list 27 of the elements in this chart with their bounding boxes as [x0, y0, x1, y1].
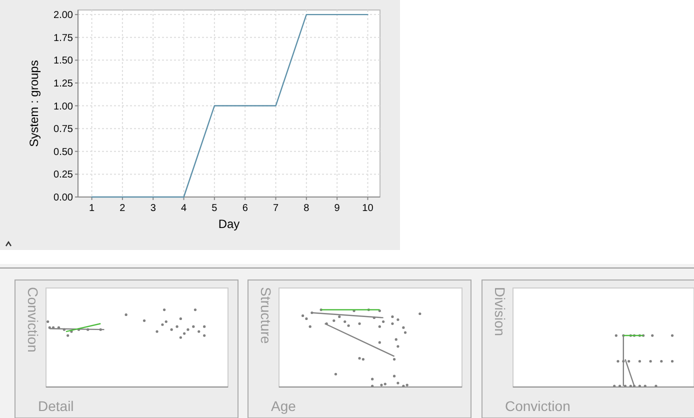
y-axis-title: System : groups	[27, 60, 41, 147]
x-axis-title: Day	[218, 217, 240, 231]
y-tick-label: 0.25	[54, 170, 74, 181]
x-tick-label: 5	[212, 203, 218, 214]
x-tick-label: 8	[304, 203, 310, 214]
y-tick-label: 1.00	[54, 101, 74, 112]
text: Conviction	[25, 287, 41, 352]
text: Detail	[38, 398, 74, 414]
text: Age	[271, 398, 296, 414]
y-tick-label: 0.50	[54, 146, 74, 158]
x-tick-label: 3	[150, 203, 156, 214]
text: Conviction	[505, 398, 570, 414]
y-tick-label: 2.00	[54, 10, 74, 22]
y-tick-label: 1.25	[54, 78, 74, 90]
x-tick-label: 4	[180, 203, 187, 214]
y-tick-label: 1.50	[54, 56, 74, 67]
x-tick-label: 7	[272, 203, 279, 214]
x-tick-label: 9	[334, 203, 340, 214]
text: Division	[492, 287, 508, 336]
y-tick-label: 0.75	[54, 124, 74, 136]
x-tick-label: 10	[362, 203, 374, 214]
y-tick-label: 1.75	[54, 32, 74, 44]
text: Structure	[258, 287, 274, 344]
x-tick-label: 2	[120, 203, 126, 214]
y-tick-label: 0.00	[54, 192, 74, 204]
x-tick-label: 1	[89, 203, 96, 214]
x-tick-label: 6	[242, 203, 248, 214]
